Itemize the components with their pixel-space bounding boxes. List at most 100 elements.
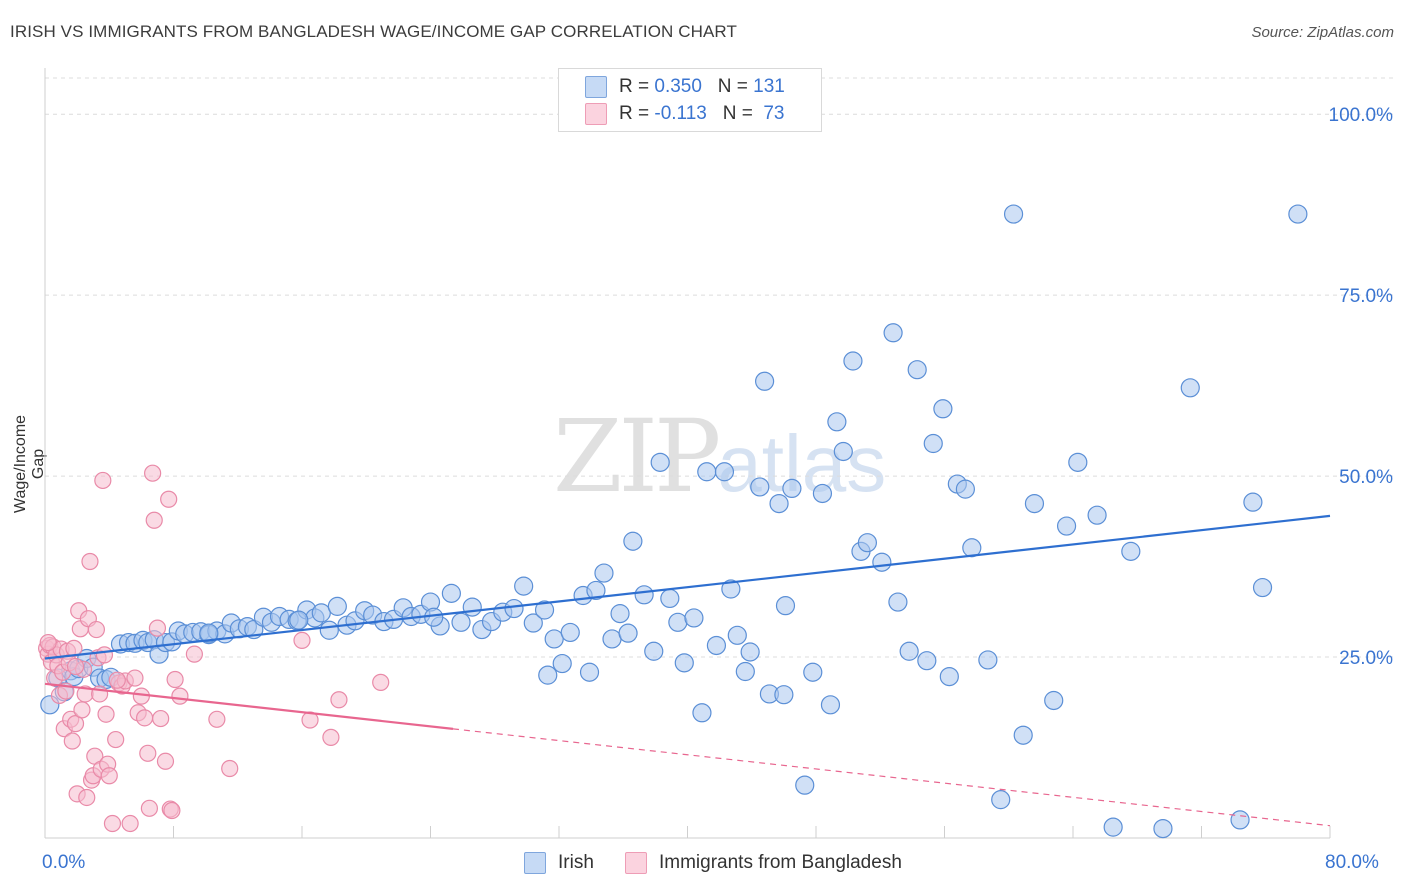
- irish-point: [618, 623, 638, 643]
- irish-point: [827, 412, 847, 432]
- irish-point: [544, 629, 564, 649]
- irish-point: [1153, 818, 1173, 839]
- bangladesh-point: [293, 631, 311, 650]
- irish-point: [991, 790, 1011, 810]
- irish-point: [1013, 725, 1033, 745]
- bangladesh-swatch: [585, 103, 607, 125]
- irish-point: [706, 635, 727, 656]
- irish-point: [872, 552, 892, 572]
- irish-point: [623, 531, 643, 551]
- irish-point: [754, 371, 775, 391]
- irish-point: [660, 588, 680, 609]
- irish-point: [1288, 204, 1308, 224]
- bangladesh-trend-line: [44, 682, 454, 730]
- irish-point: [697, 462, 717, 482]
- bangladesh-point: [126, 669, 144, 687]
- irish-point: [610, 604, 630, 624]
- irish-point: [1044, 690, 1064, 711]
- legend-item-irish[interactable]: Irish: [524, 852, 594, 874]
- y-tick-label: 50.0%: [1339, 467, 1393, 488]
- irish-point: [538, 665, 558, 685]
- irish-point: [795, 775, 815, 795]
- irish-point: [714, 462, 735, 482]
- bangladesh-point: [208, 710, 226, 728]
- irish-point: [1230, 810, 1250, 830]
- bangladesh-point: [95, 646, 114, 664]
- bangladesh-point: [81, 552, 99, 571]
- irish-r-value: 0.350: [654, 76, 702, 97]
- bangladesh-point: [97, 705, 115, 723]
- irish-point: [451, 612, 471, 632]
- irish-point: [674, 653, 694, 673]
- irish-n-label: N =: [717, 76, 754, 97]
- watermark-sub: atlas: [717, 419, 887, 508]
- y-tick-label: 25.0%: [1339, 648, 1393, 669]
- watermark-main: ZIP: [553, 398, 721, 515]
- irish-point: [923, 433, 943, 454]
- irish-point: [644, 641, 664, 661]
- bangladesh-point: [372, 673, 390, 691]
- bangladesh-point: [163, 801, 181, 820]
- bangladesh-point: [221, 759, 239, 778]
- legend-bangladesh-swatch: [625, 852, 647, 874]
- irish-point: [586, 580, 606, 601]
- x-tick-max: 80.0%: [1325, 852, 1379, 873]
- bangladesh-point: [87, 620, 106, 639]
- bangladesh-point: [108, 671, 126, 689]
- irish-point: [514, 576, 534, 596]
- irish-point: [289, 610, 309, 630]
- irish-n-value: 131: [753, 76, 785, 97]
- irish-point: [327, 596, 347, 616]
- bangladesh-point: [185, 645, 203, 663]
- irish-point: [534, 600, 555, 620]
- irish-point: [1003, 204, 1024, 224]
- bangladesh-point: [145, 511, 163, 529]
- bangladesh-point: [139, 744, 157, 762]
- irish-point: [933, 399, 953, 419]
- bangladesh-point: [66, 715, 85, 733]
- irish-point: [750, 477, 770, 497]
- irish-point: [1103, 817, 1123, 837]
- irish-point: [899, 641, 919, 661]
- irish-point: [650, 452, 670, 472]
- irish-point: [769, 494, 789, 514]
- irish-point: [1243, 492, 1263, 512]
- irish-point: [820, 695, 841, 715]
- irish-point: [721, 579, 741, 599]
- bangladesh-point: [121, 814, 139, 833]
- bangladesh-point: [322, 728, 340, 746]
- bangladesh-point: [144, 464, 162, 482]
- bangladesh-trend-extension: [452, 728, 1331, 827]
- irish-point: [560, 622, 580, 643]
- irish-point: [1087, 505, 1107, 525]
- legend-row-irish: R = 0.350 N = 131: [585, 75, 785, 99]
- irish-point: [735, 661, 755, 682]
- irish-point: [692, 703, 712, 723]
- irish-point: [1068, 452, 1088, 472]
- irish-point: [833, 441, 853, 462]
- bangladesh-point: [39, 633, 57, 652]
- watermark: ZIPatlas: [553, 398, 886, 515]
- legend-row-bangladesh: R = -0.113 N = 73: [585, 102, 784, 126]
- bangladesh-point: [78, 788, 96, 807]
- bangladesh-point: [148, 619, 167, 637]
- legend-item-bangladesh[interactable]: Immigrants from Bangladesh: [625, 852, 902, 874]
- bangladesh-point: [63, 732, 81, 750]
- irish-point: [917, 651, 937, 671]
- irish-point: [843, 351, 863, 371]
- chart-title: IRISH VS IMMIGRANTS FROM BANGLADESH WAGE…: [10, 22, 737, 41]
- irish-point: [523, 613, 543, 633]
- bangladesh-point: [107, 730, 125, 749]
- bangladesh-point: [330, 691, 348, 709]
- legend-irish-swatch: [524, 852, 546, 874]
- irish-swatch: [585, 76, 607, 98]
- irish-point: [319, 620, 339, 640]
- bangladesh-point: [156, 752, 175, 770]
- irish-point: [978, 650, 998, 670]
- irish-point: [504, 598, 524, 619]
- source-label: Source: ZipAtlas.com: [1251, 24, 1394, 41]
- irish-point: [441, 583, 461, 603]
- irish-point: [579, 662, 600, 682]
- stats-legend: R = 0.350 N = 131 R = -0.113 N = 73: [558, 68, 822, 132]
